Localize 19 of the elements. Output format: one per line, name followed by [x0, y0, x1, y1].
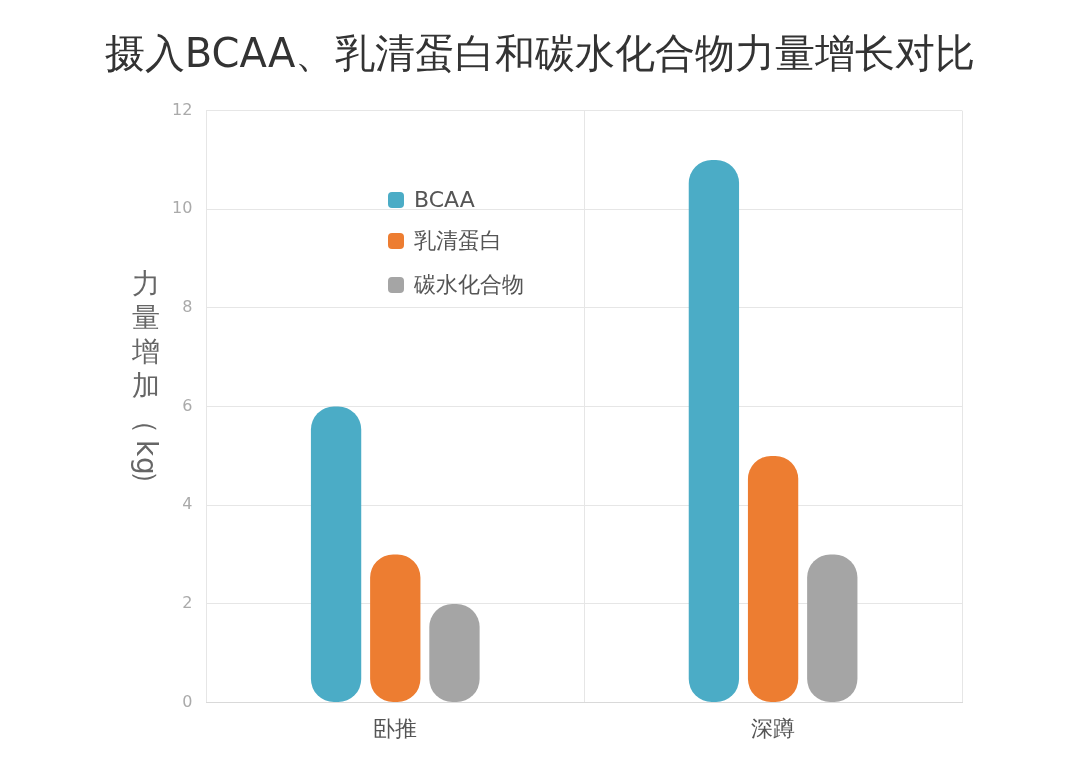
y-tick-label: 0: [182, 691, 193, 711]
legend-label: BCAA: [414, 187, 475, 212]
y-axis-title: 力量增加（kg）: [129, 267, 163, 498]
y-tick-label: 6: [182, 395, 193, 415]
y-tick-label: 12: [172, 99, 193, 119]
y-tick-label: 2: [182, 593, 193, 613]
bar: [747, 455, 799, 703]
y-tick-label: 10: [172, 198, 193, 218]
y-tick-label: 8: [182, 297, 193, 317]
x-tick-label: 深蹲: [751, 715, 796, 741]
bar: [688, 159, 740, 703]
y-tick-label: 4: [182, 494, 193, 514]
bar: [310, 406, 362, 703]
legend-label: 碳水化合物: [414, 271, 524, 299]
bar: [370, 554, 421, 703]
chart-title: 摄入BCAA、乳清蛋白和碳水化合物力量增长对比: [103, 29, 977, 78]
bar: [807, 554, 858, 703]
x-tick-label: 卧推: [373, 715, 418, 741]
legend-label: 乳清蛋白: [414, 227, 502, 255]
